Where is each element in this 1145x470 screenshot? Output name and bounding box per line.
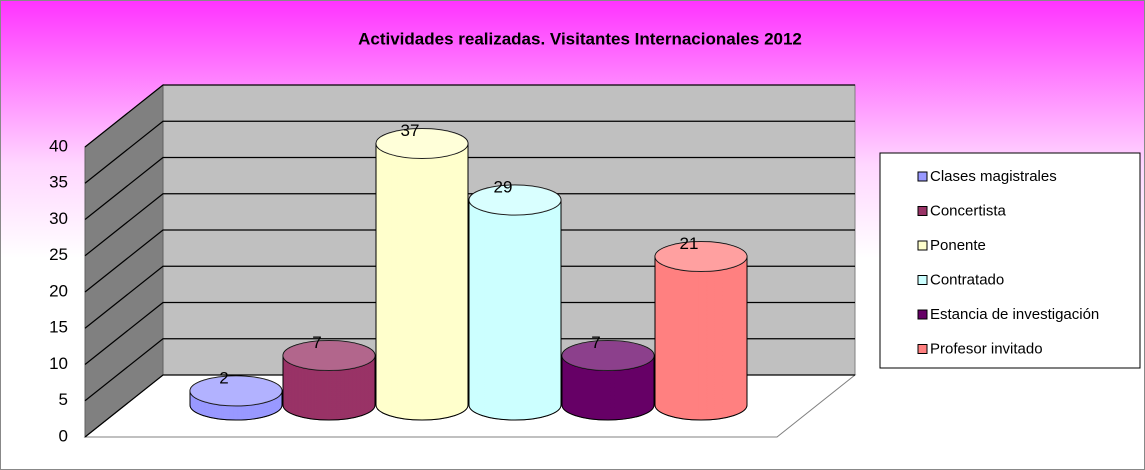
cylinder <box>375 127 469 421</box>
bar-top-light <box>190 375 282 406</box>
chart-title: Actividades realizadas. Visitantes Inter… <box>358 29 802 48</box>
data-label: 29 <box>494 177 513 196</box>
y-tick-label: 30 <box>49 209 68 228</box>
y-tick-label: 20 <box>49 281 68 300</box>
legend-label: Contratado <box>930 271 1004 288</box>
legend-label: Profesor invitado <box>930 340 1043 357</box>
data-label: 37 <box>401 121 420 140</box>
y-tick-label: 40 <box>49 136 68 155</box>
data-label: 21 <box>680 234 699 253</box>
cylinder <box>561 340 655 421</box>
bar-shade <box>561 355 655 421</box>
bar-shade <box>654 256 748 421</box>
legend-label: Concertista <box>930 202 1007 219</box>
data-label: 7 <box>312 333 321 352</box>
legend-label: Estancia de investigación <box>930 306 1099 323</box>
cylinder <box>282 340 376 421</box>
bar-top <box>189 375 283 407</box>
y-tick-label: 0 <box>59 426 68 445</box>
cylinder <box>189 375 283 421</box>
bar-top-light <box>655 241 747 272</box>
legend <box>879 152 1141 369</box>
y-tick-label: 15 <box>49 318 68 337</box>
grid-line <box>84 265 855 329</box>
bar-top-light <box>376 128 468 159</box>
legend-swatch <box>917 344 928 354</box>
grid-line <box>84 338 855 402</box>
grid-line <box>84 156 855 220</box>
data-label: 2 <box>219 368 228 387</box>
bar-top <box>468 184 562 216</box>
data-label: 7 <box>591 333 600 352</box>
bar-shade <box>282 355 376 421</box>
cylinder <box>468 184 562 421</box>
y-tick-label: 25 <box>49 245 68 264</box>
cylinder <box>654 241 748 421</box>
bar-top <box>282 340 376 372</box>
legend-swatch <box>917 206 928 216</box>
legend-label: Ponente <box>930 237 986 254</box>
legend-swatch <box>917 275 928 285</box>
bar-top-light <box>283 340 375 371</box>
bar-top <box>375 127 469 159</box>
bar-shade <box>468 199 562 421</box>
grid-line <box>84 84 855 148</box>
grid-line <box>84 193 855 257</box>
legend-swatch <box>917 309 928 320</box>
bar-top <box>654 241 748 273</box>
grid-line <box>84 301 855 365</box>
y-tick-label: 5 <box>59 390 68 409</box>
grid-line <box>84 229 855 293</box>
bar-top-light <box>469 185 561 216</box>
bar-shade <box>375 142 469 421</box>
grid-line <box>84 120 855 184</box>
y-tick-label: 10 <box>49 354 68 373</box>
y-tick-label: 35 <box>49 173 68 192</box>
bar-top <box>561 340 655 372</box>
legend-swatch <box>917 240 928 251</box>
bar-top-light <box>562 340 654 371</box>
legend-label: Clases magistrales <box>930 168 1057 185</box>
legend-swatch <box>917 171 928 182</box>
